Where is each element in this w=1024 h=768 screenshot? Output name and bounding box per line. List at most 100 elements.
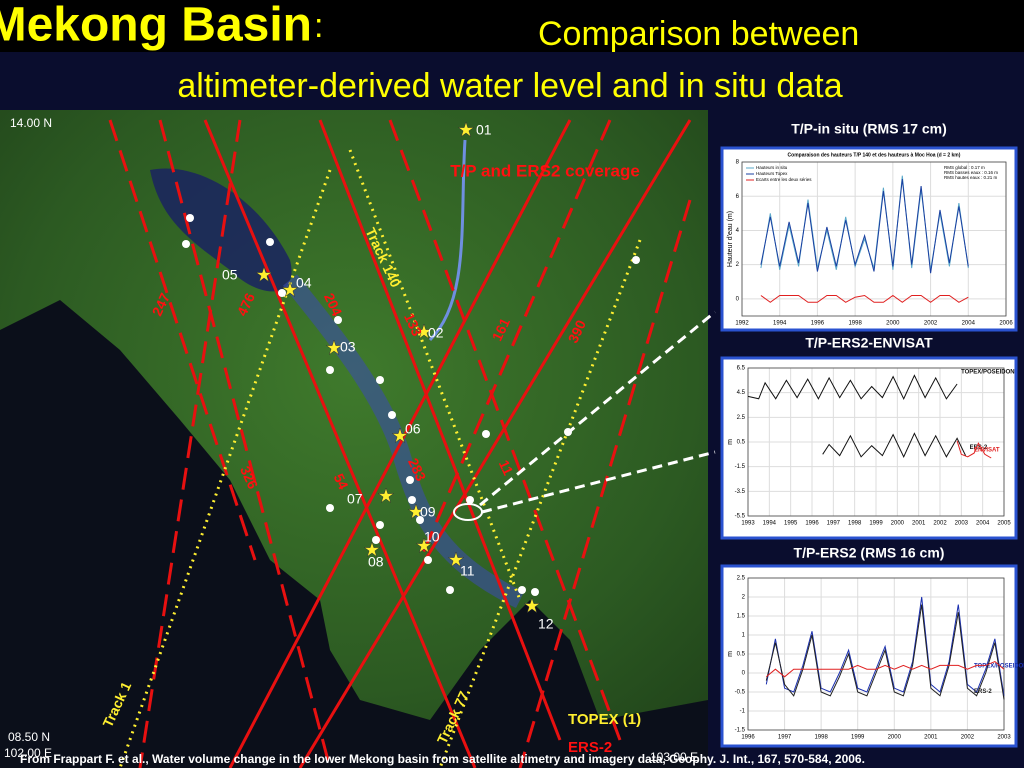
- station-label: 11: [460, 563, 475, 579]
- x-tick-label: 2006: [999, 321, 1013, 327]
- x-tick-label: 2001: [912, 521, 926, 527]
- virtual-station: [632, 256, 640, 264]
- y-tick-label: 0.5: [737, 440, 746, 446]
- chart-frame: [720, 564, 1018, 748]
- station-star: [523, 597, 541, 614]
- plot-frame: [747, 367, 1005, 517]
- track-label: 54: [331, 471, 352, 492]
- y-tick-label: 4.5: [737, 390, 746, 396]
- station-label: 02: [428, 325, 444, 341]
- virtual-station: [376, 376, 384, 384]
- station-label: 01: [476, 122, 492, 138]
- y-axis-label: m: [727, 439, 734, 445]
- y-tick-label: 2.5: [737, 415, 746, 421]
- x-tick-label: 2002: [924, 321, 938, 327]
- x-tick-label: 2000: [888, 735, 902, 741]
- series-line: [765, 604, 1005, 700]
- citation: From Frappart F. et al., Water volume ch…: [20, 752, 865, 766]
- station-label: 09: [420, 504, 436, 520]
- plot-frame: [741, 161, 1007, 317]
- virtual-station: [518, 586, 526, 594]
- plot-frame: [747, 577, 1005, 731]
- map-legend: ERS-2: [568, 739, 612, 756]
- y-tick-label: 2.5: [737, 576, 746, 582]
- y-tick-label: 2: [736, 262, 740, 268]
- station-star: [255, 266, 273, 283]
- y-tick-label: 1.5: [737, 614, 746, 620]
- y-axis-label: Hauteur d'eau (m): [727, 211, 734, 267]
- y-tick-label: 2: [742, 595, 746, 601]
- title-band: [0, 0, 1024, 52]
- annotation: RMS hautes eaux : 0.21 m: [944, 175, 998, 180]
- title-colon: :: [314, 7, 323, 45]
- annotation: RMS global : 0.17 m: [944, 165, 985, 170]
- station-label: 06: [405, 421, 421, 437]
- series-line: [747, 374, 958, 400]
- x-tick-label: 1994: [773, 321, 787, 327]
- series-label: ERS-2: [974, 689, 992, 695]
- map-title: T/P and ERS2 coverage: [450, 161, 640, 180]
- station-star: [447, 551, 465, 568]
- track-line: [118, 169, 332, 768]
- yellow-tracks: [118, 149, 642, 768]
- track-line: [203, 119, 477, 768]
- x-tick-label: 2002: [933, 521, 947, 527]
- track-line: [438, 239, 642, 768]
- lat-label: 08.50 N: [8, 730, 50, 744]
- station-star: [281, 281, 299, 298]
- station-label: 04: [296, 275, 312, 291]
- legend-label: Ecarts entre les deux séries: [756, 177, 812, 182]
- track-line: [518, 199, 692, 768]
- virtual-station: [186, 214, 194, 222]
- y-tick-label: 6.5: [737, 366, 746, 372]
- station-star: [415, 537, 433, 554]
- lake: [150, 168, 292, 292]
- series-line: [822, 432, 967, 458]
- y-tick-label: -1.5: [735, 464, 746, 470]
- station-star: [457, 121, 475, 138]
- virtual-station: [326, 366, 334, 374]
- y-tick-label: 6: [736, 194, 740, 200]
- topex-tracks: [203, 119, 692, 768]
- lat-label: 14.00 N: [10, 116, 52, 130]
- x-tick-label: 1998: [848, 321, 862, 327]
- subtitle-band: [0, 52, 1024, 110]
- track-line: [388, 119, 622, 741]
- station-label: 05: [222, 267, 238, 283]
- x-tick-label: 1993: [741, 521, 755, 527]
- station-label: 03: [340, 339, 356, 355]
- track-line: [418, 119, 612, 561]
- virtual-station: [424, 556, 432, 564]
- panel-title: T/P-in situ (RMS 17 cm): [791, 121, 947, 137]
- virtual-station: [266, 238, 274, 246]
- y-tick-label: -0.5: [735, 690, 746, 696]
- y-tick-label: 0.5: [737, 652, 746, 658]
- virtual-station: [182, 240, 190, 248]
- x-tick-label: 2000: [886, 321, 900, 327]
- series-line: [765, 661, 1005, 678]
- map-legend: TOPEX (1): [568, 711, 641, 728]
- x-tick-label: 1999: [869, 521, 883, 527]
- x-tick-label: 1996: [805, 521, 819, 527]
- panel-title: T/P-ERS2-ENVISAT: [805, 335, 933, 351]
- x-tick-label: 2004: [962, 321, 976, 327]
- x-tick-label: 2000: [891, 521, 905, 527]
- virtual-station: [326, 504, 334, 512]
- station-label: 12: [538, 616, 554, 632]
- series-label: ERS-2: [970, 445, 988, 451]
- annotation: RMS basses eaux : 0.16 m: [944, 170, 998, 175]
- y-tick-label: 1: [742, 633, 746, 639]
- track-line: [348, 149, 522, 601]
- station-label: 08: [368, 554, 384, 570]
- chart-frame: [720, 146, 1018, 332]
- subtitle: Comparison between: [538, 15, 859, 53]
- series-label: TOPEX/POSEIDON: [961, 370, 1015, 376]
- series-line: [956, 440, 992, 459]
- y-tick-label: 0: [742, 671, 746, 677]
- x-tick-label: 1992: [735, 321, 749, 327]
- y-tick-label: 4: [736, 228, 740, 234]
- callout-arrows: [479, 310, 716, 514]
- panel-title: T/P-ERS2 (RMS 16 cm): [794, 545, 945, 561]
- chart-title: Comparaison des hauteurs T/P 140 et des …: [788, 152, 961, 158]
